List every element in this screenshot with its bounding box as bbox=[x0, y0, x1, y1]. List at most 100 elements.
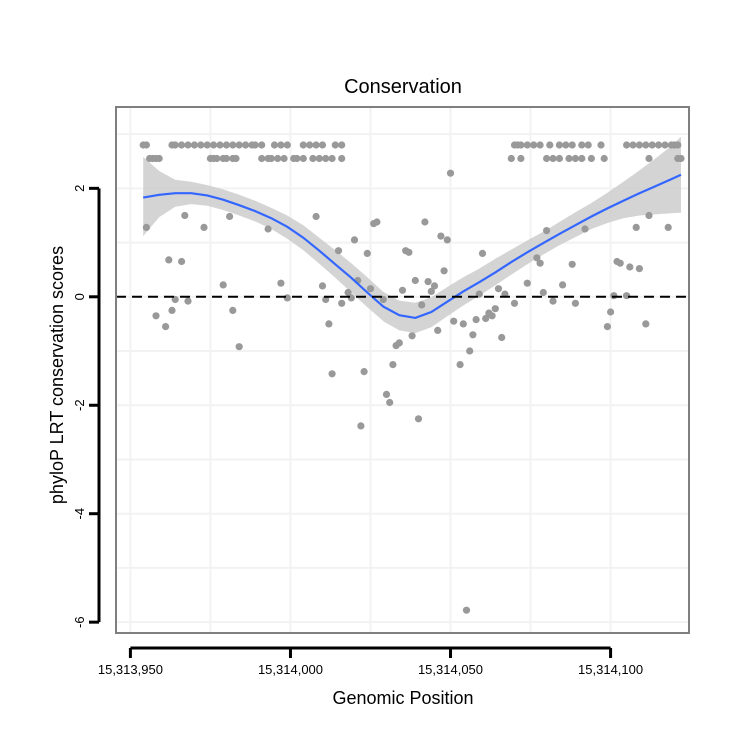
data-point bbox=[306, 141, 314, 149]
data-point bbox=[181, 211, 189, 220]
plot-frame bbox=[115, 106, 690, 634]
data-point bbox=[178, 141, 186, 149]
data-point bbox=[437, 232, 445, 240]
data-point bbox=[338, 141, 346, 149]
data-point bbox=[165, 256, 173, 264]
data-point bbox=[517, 141, 525, 149]
data-points bbox=[139, 141, 685, 614]
data-point bbox=[299, 154, 307, 163]
data-point bbox=[338, 154, 346, 163]
data-point bbox=[543, 154, 551, 163]
data-point bbox=[482, 314, 490, 323]
data-point bbox=[632, 223, 640, 231]
data-point bbox=[309, 154, 317, 163]
data-point bbox=[510, 299, 519, 307]
x-tick-label: 15,314,100 bbox=[578, 662, 643, 677]
data-point bbox=[587, 154, 596, 163]
data-point bbox=[517, 154, 525, 163]
data-point bbox=[398, 286, 407, 294]
data-point bbox=[222, 141, 230, 149]
data-point bbox=[571, 154, 580, 163]
data-point bbox=[494, 285, 503, 293]
data-point bbox=[203, 141, 211, 149]
grid bbox=[116, 107, 689, 633]
data-point bbox=[462, 606, 471, 614]
data-point bbox=[677, 154, 685, 163]
data-point bbox=[584, 141, 592, 149]
data-point bbox=[466, 347, 474, 355]
data-point bbox=[242, 141, 250, 149]
confidence-ribbon-layer bbox=[143, 136, 681, 334]
data-point bbox=[318, 282, 327, 290]
data-point bbox=[440, 267, 448, 275]
data-point bbox=[655, 141, 663, 149]
x-axis-label: Genomic Position bbox=[332, 688, 473, 708]
data-point bbox=[331, 141, 339, 149]
x-tick-label: 15,314,050 bbox=[418, 662, 483, 677]
data-point bbox=[472, 316, 480, 324]
data-point bbox=[543, 227, 551, 235]
data-point bbox=[328, 370, 336, 378]
y-tick-label: -2 bbox=[72, 399, 87, 411]
data-point bbox=[600, 154, 608, 163]
data-point bbox=[533, 254, 541, 262]
data-point bbox=[229, 141, 237, 149]
data-point bbox=[283, 294, 291, 302]
chart-title: Conservation bbox=[344, 76, 462, 98]
data-point bbox=[283, 141, 291, 149]
data-point bbox=[229, 306, 237, 314]
x-tick-label: 15,314,000 bbox=[258, 662, 323, 677]
data-point bbox=[184, 141, 192, 149]
data-point bbox=[616, 259, 624, 267]
data-point bbox=[405, 248, 413, 256]
data-point bbox=[411, 276, 419, 285]
data-point bbox=[325, 320, 333, 328]
data-point bbox=[578, 141, 586, 149]
data-point bbox=[568, 260, 576, 268]
data-point bbox=[222, 154, 230, 163]
data-point bbox=[597, 141, 605, 149]
data-point bbox=[424, 278, 432, 286]
data-point bbox=[344, 288, 352, 297]
data-point bbox=[456, 361, 464, 369]
data-point bbox=[523, 279, 531, 287]
data-point bbox=[312, 141, 320, 149]
data-point bbox=[427, 287, 435, 295]
data-point bbox=[395, 339, 403, 347]
data-point bbox=[293, 154, 301, 163]
data-point bbox=[267, 154, 275, 163]
x-axis: 15,313,950 15,314,000 15,314,050 15,314,100 bbox=[98, 646, 643, 677]
data-point bbox=[178, 257, 186, 266]
data-point bbox=[232, 154, 240, 163]
data-point bbox=[674, 141, 682, 149]
data-point bbox=[258, 141, 266, 149]
data-point bbox=[142, 141, 150, 149]
data-point bbox=[434, 326, 442, 334]
x-tick-label: 15,313,950 bbox=[98, 662, 163, 677]
data-point bbox=[264, 225, 272, 233]
data-point bbox=[626, 263, 634, 271]
data-point bbox=[536, 141, 544, 149]
data-point bbox=[645, 154, 653, 163]
data-point bbox=[373, 218, 381, 226]
data-point bbox=[360, 368, 368, 376]
data-point bbox=[539, 288, 547, 297]
data-point bbox=[421, 218, 429, 226]
data-point bbox=[459, 320, 467, 328]
data-point bbox=[635, 141, 644, 149]
data-point bbox=[363, 249, 371, 257]
data-point bbox=[235, 343, 243, 351]
data-point bbox=[642, 141, 650, 149]
data-point bbox=[418, 301, 426, 309]
data-point bbox=[488, 312, 496, 320]
y-tick-label: -6 bbox=[72, 616, 87, 628]
data-point bbox=[142, 223, 150, 231]
y-tick-label: 0 bbox=[72, 293, 87, 300]
data-point bbox=[280, 154, 288, 163]
data-point bbox=[389, 361, 397, 369]
smooth-line-layer bbox=[143, 173, 682, 320]
data-point bbox=[277, 141, 285, 149]
data-point bbox=[414, 415, 423, 423]
data-point bbox=[443, 236, 451, 244]
